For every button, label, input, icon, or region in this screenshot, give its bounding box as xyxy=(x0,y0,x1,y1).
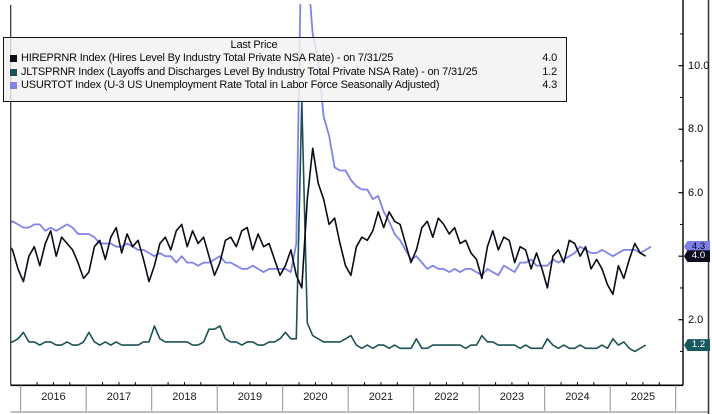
last-price-badge-usurtot: 4.3 xyxy=(684,240,710,253)
x-axis-year-label: 2020 xyxy=(303,391,328,403)
legend-row-label: USURTOT Index (U-3 US Unemployment Rate … xyxy=(21,79,440,91)
x-axis-year-label: 2021 xyxy=(368,391,394,403)
x-axis-year-label: 2016 xyxy=(41,391,66,403)
x-axis-year-label: 2025 xyxy=(630,391,656,403)
last-price-badge-jltsprnr: 1.2 xyxy=(684,339,710,352)
legend-row-value: 4.0 xyxy=(542,52,557,64)
y-axis-label: 6.0 xyxy=(688,186,704,199)
chart-legend: Last Price HIREPRNR Index (Hires Level B… xyxy=(3,37,567,102)
y-axis-label: 10.0 xyxy=(688,59,710,72)
series-line-hireprnr xyxy=(10,147,647,296)
legend-title: Last Price xyxy=(230,39,278,51)
legend-row-label: JLTSPRNR Index (Layoffs and Discharges L… xyxy=(21,65,478,78)
legend-row-value: 4.3 xyxy=(542,79,557,91)
x-axis-year-label: 2024 xyxy=(565,391,590,403)
x-axis-year-label: 2017 xyxy=(106,391,132,403)
legend-row-label: HIREPRNR Index (Hires Level By Industry … xyxy=(21,52,394,64)
x-axis-year-label: 2019 xyxy=(237,391,263,403)
hireprnr-swatch-icon xyxy=(10,55,17,63)
legend-row-jltsprnr[interactable]: JLTSPRNR Index (Layoffs and Discharges L… xyxy=(4,66,566,80)
legend-row-value: 1.2 xyxy=(542,65,557,78)
last-price-badge-hireprnr: 4.0 xyxy=(684,250,710,263)
x-axis-year-label: 2023 xyxy=(499,391,525,403)
y-axis-label: 8.0 xyxy=(688,123,704,136)
legend-row-hireprnr[interactable]: HIREPRNR Index (Hires Level By Industry … xyxy=(4,52,566,66)
usurtot-swatch-icon xyxy=(10,82,17,90)
y-axis-label: 2.0 xyxy=(688,313,704,326)
x-axis-year-label: 2018 xyxy=(172,391,197,403)
x-axis-year-label: 2022 xyxy=(434,391,459,403)
legend-row-usurtot[interactable]: USURTOT Index (U-3 US Unemployment Rate … xyxy=(4,79,566,93)
series-line-usurtot xyxy=(10,4,652,277)
jltsprnr-swatch-icon xyxy=(10,68,17,76)
series-line-jltsprnr xyxy=(10,99,647,353)
